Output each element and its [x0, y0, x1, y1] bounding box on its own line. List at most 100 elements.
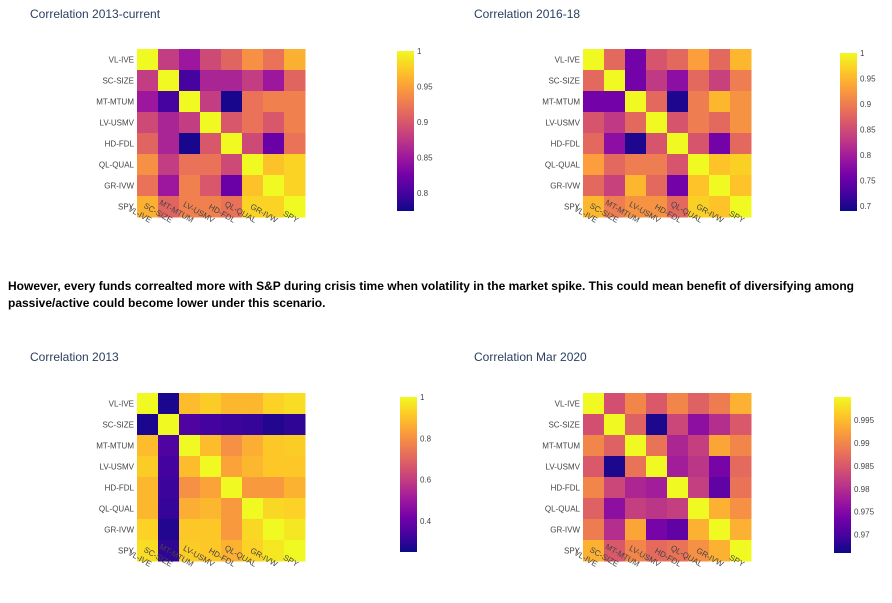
heatmap-cell [646, 477, 668, 499]
heatmap-cell [646, 414, 668, 436]
heatmap-cell [221, 196, 243, 218]
colorbar-tick-label: 0.985 [854, 462, 875, 471]
heatmap-cell [263, 196, 285, 218]
heatmap-cell [158, 196, 180, 218]
heatmap-cell [604, 154, 626, 176]
colorbar-tick-label: 0.97 [854, 531, 870, 540]
heatmap-cell [137, 196, 159, 218]
heatmap-cell [179, 133, 201, 155]
heatmap-cell [158, 477, 180, 499]
heatmap-cell [179, 519, 201, 541]
heatmap-cell [604, 49, 626, 71]
heatmap-cell [688, 133, 710, 155]
y-tick-label: SC-SIZE [548, 77, 580, 86]
heatmap-cell [137, 91, 159, 113]
heatmap-cell [242, 70, 264, 92]
heatmap-cell [284, 414, 306, 436]
y-tick-label: VL-IVE [109, 400, 134, 409]
colorbar-tick-label: 0.8 [860, 151, 872, 160]
heatmap-cell [730, 49, 752, 71]
heatmap-cell [179, 175, 201, 197]
y-tick-label: MT-MTUM [96, 442, 134, 451]
heatmap-cell [625, 91, 647, 113]
heatmap-cell [709, 540, 731, 562]
heatmap-cell [158, 49, 180, 71]
heatmap-cell [709, 196, 731, 218]
heatmap-cell [667, 49, 689, 71]
heatmap-cell [158, 112, 180, 134]
heatmap-chart: VL-IVE SC-SIZE MT-MTUM LV-USMV HD-FDL QL-QUAL… [542, 393, 875, 569]
heatmap-cell [200, 456, 222, 478]
heatmap-cell [221, 133, 243, 155]
heatmap-cell [730, 91, 752, 113]
heatmap-cell [221, 477, 243, 499]
y-tick-label: GR-IVW [104, 526, 134, 535]
heatmap-cell [158, 456, 180, 478]
heatmap-cell [137, 519, 159, 541]
colorbar-tick-label: 1 [420, 393, 425, 402]
y-tick-label: SC-SIZE [102, 77, 134, 86]
heatmap-cell [200, 196, 222, 218]
heatmap-cell [730, 477, 752, 499]
y-tick-label: GR-IVW [550, 526, 580, 535]
heatmap-cell [646, 175, 668, 197]
heatmap-cell [625, 498, 647, 520]
heatmap-cell [137, 393, 159, 415]
colorbar-tick-label: 0.995 [854, 416, 875, 425]
heatmap-cell [688, 91, 710, 113]
heatmap-cell [242, 175, 264, 197]
heatmap-cell [158, 175, 180, 197]
heatmap-cell [137, 540, 159, 562]
heatmap-cell [221, 540, 243, 562]
heatmap-cell [604, 112, 626, 134]
heatmap-cell [242, 133, 264, 155]
heatmap-cell [221, 414, 243, 436]
heatmap-cell [242, 498, 264, 520]
heatmap-cell [200, 70, 222, 92]
colorbar-tick-label: 1 [417, 47, 422, 56]
heatmap-cell [242, 112, 264, 134]
colorbar-tick-label: 0.95 [417, 83, 433, 92]
heatmap-cell [709, 393, 731, 415]
heatmap-cell [583, 91, 605, 113]
y-tick-label: LV-USMV [545, 463, 580, 472]
heatmap-cell [688, 393, 710, 415]
heatmap-cell [667, 519, 689, 541]
colorbar-tick-label: 0.85 [417, 154, 433, 163]
heatmap-cell [200, 133, 222, 155]
y-tick-label: VL-IVE [555, 56, 580, 65]
heatmap-cell [263, 498, 285, 520]
heatmap-cell [646, 393, 668, 415]
heatmap-cell [667, 154, 689, 176]
colorbar-tick-label: 0.7 [860, 202, 872, 211]
heatmap-cell [200, 519, 222, 541]
heatmap-cell [200, 435, 222, 457]
heatmap-cell [604, 133, 626, 155]
heatmap-cell [583, 112, 605, 134]
heatmap-cell [730, 175, 752, 197]
heatmap-chart: VL-IVE SC-SIZE MT-MTUM LV-USMV HD-FDL QL-QUAL… [96, 47, 433, 225]
colorbar-tick-label: 0.98 [854, 485, 870, 494]
y-tick-label: QL-QUAL [545, 505, 581, 514]
y-tick-label: SPY [564, 203, 581, 212]
heatmap-panel-mar-2020: Correlation Mar 2020 VL-IVE SC-SIZE MT-MTU… [446, 343, 892, 603]
y-tick-label: HD-FDL [105, 140, 135, 149]
y-tick-label: SPY [564, 547, 581, 556]
heatmap-cell [263, 393, 285, 415]
heatmap-cell [242, 91, 264, 113]
commentary-text: However, every funds correalted more wit… [8, 279, 854, 310]
heatmap-cell [179, 414, 201, 436]
heatmap-cell [200, 91, 222, 113]
heatmap-cell [730, 196, 752, 218]
heatmap-cell [263, 91, 285, 113]
colorbar-tick-label: 0.99 [854, 439, 870, 448]
heatmap-cell [583, 49, 605, 71]
heatmap-cell [730, 498, 752, 520]
heatmap-cell [730, 435, 752, 457]
heatmap-cell [667, 91, 689, 113]
heatmap-cell [221, 154, 243, 176]
heatmap-cell [730, 414, 752, 436]
heatmap-cell [179, 49, 201, 71]
heatmap-cell [242, 414, 264, 436]
heatmap-cell [242, 540, 264, 562]
